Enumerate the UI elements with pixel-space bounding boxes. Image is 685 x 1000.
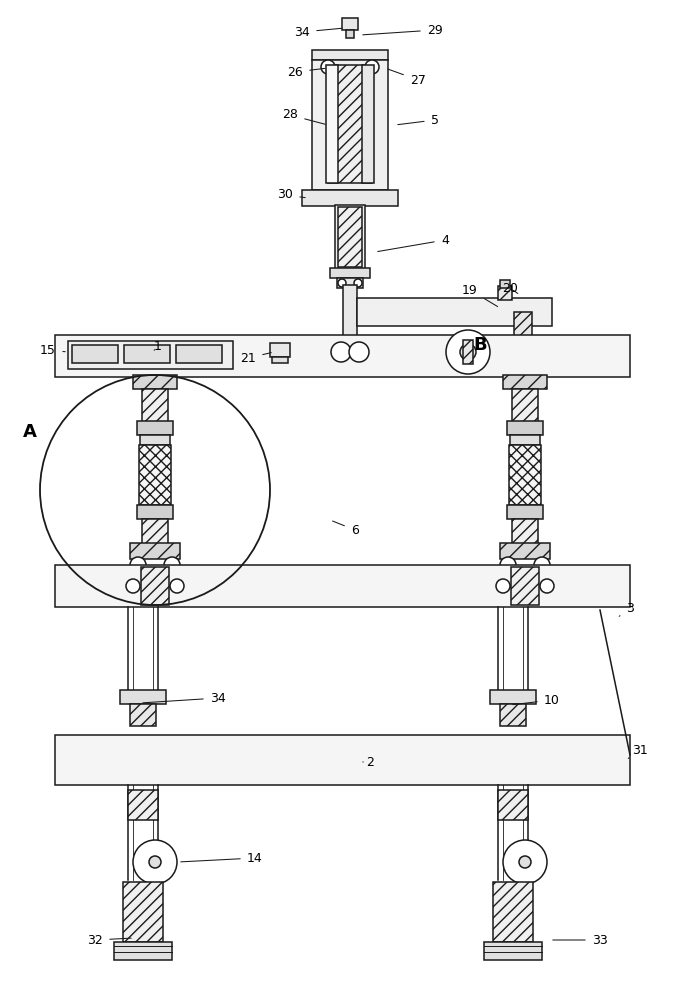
Text: 34: 34 [294, 25, 342, 38]
Text: 34: 34 [142, 692, 226, 704]
Bar [507, 505, 543, 519]
Bar [137, 421, 173, 435]
Text: 3: 3 [619, 601, 634, 616]
Circle shape [534, 557, 550, 573]
Bar [137, 505, 173, 519]
Bar [142, 519, 168, 549]
Text: 19: 19 [462, 284, 497, 307]
Bar [493, 882, 533, 942]
Bar [500, 280, 510, 288]
Text: 2: 2 [363, 756, 374, 768]
Bar [142, 389, 168, 424]
Bar [312, 60, 388, 190]
Bar [335, 205, 365, 270]
Bar [357, 298, 552, 326]
Bar [55, 335, 630, 377]
Bar [326, 65, 338, 183]
Bar [130, 543, 180, 559]
Bar [507, 421, 543, 435]
Bar [114, 942, 172, 960]
Bar [338, 207, 362, 267]
Text: 5: 5 [398, 113, 439, 126]
Bar [512, 519, 538, 549]
Text: 30: 30 [277, 188, 306, 202]
Text: 4: 4 [377, 233, 449, 252]
Bar [337, 278, 363, 288]
Circle shape [331, 342, 351, 362]
Bar [72, 345, 118, 363]
Text: 10: 10 [513, 694, 560, 706]
Bar [330, 268, 370, 278]
Bar [312, 50, 388, 60]
Bar [490, 690, 536, 704]
Circle shape [126, 579, 140, 593]
Bar [130, 704, 156, 726]
Text: B: B [473, 336, 487, 354]
Circle shape [149, 856, 161, 868]
Bar [176, 345, 222, 363]
Bar [128, 790, 158, 820]
Bar [512, 389, 538, 424]
Circle shape [446, 330, 490, 374]
Text: 20: 20 [502, 282, 518, 294]
Circle shape [503, 840, 547, 884]
Bar [500, 704, 526, 726]
Bar [510, 435, 540, 445]
Bar [343, 285, 357, 340]
Bar [133, 375, 177, 389]
Circle shape [496, 579, 510, 593]
Bar [328, 65, 372, 183]
Text: 29: 29 [363, 23, 443, 36]
Bar [514, 312, 532, 338]
Bar [270, 343, 290, 357]
Text: 32: 32 [87, 934, 132, 946]
Bar [68, 341, 233, 369]
Bar [509, 445, 541, 505]
Bar [55, 735, 630, 785]
Bar [498, 286, 512, 300]
Circle shape [133, 840, 177, 884]
Circle shape [130, 557, 146, 573]
Text: 1: 1 [154, 340, 162, 354]
Circle shape [365, 60, 379, 74]
Circle shape [540, 579, 554, 593]
Bar [498, 790, 528, 820]
Text: 31: 31 [628, 744, 648, 758]
Circle shape [349, 342, 369, 362]
Bar [302, 190, 398, 206]
Bar [500, 543, 550, 559]
Circle shape [321, 60, 335, 74]
Bar [362, 65, 374, 183]
Bar [140, 435, 170, 445]
Circle shape [460, 344, 476, 360]
Bar [124, 345, 170, 363]
Bar [55, 565, 630, 607]
Text: A: A [23, 423, 37, 441]
Text: 26: 26 [287, 66, 325, 79]
Text: 27: 27 [388, 69, 426, 87]
Text: 28: 28 [282, 108, 325, 124]
Text: 21: 21 [240, 352, 271, 364]
Bar [463, 340, 473, 364]
Bar [123, 882, 163, 942]
Text: 33: 33 [553, 934, 608, 946]
Bar [503, 375, 547, 389]
Circle shape [500, 557, 516, 573]
Circle shape [170, 579, 184, 593]
Text: 14: 14 [181, 852, 263, 864]
Bar [484, 942, 542, 960]
Bar [272, 357, 288, 363]
Bar [342, 18, 358, 30]
Text: 6: 6 [333, 521, 359, 536]
Bar [511, 567, 539, 605]
Bar [139, 445, 171, 505]
Bar [141, 567, 169, 605]
Text: 15: 15 [40, 344, 65, 357]
Circle shape [354, 279, 362, 287]
Bar [120, 690, 166, 704]
Circle shape [164, 557, 180, 573]
Circle shape [338, 279, 346, 287]
Circle shape [519, 856, 531, 868]
Bar [346, 30, 354, 38]
